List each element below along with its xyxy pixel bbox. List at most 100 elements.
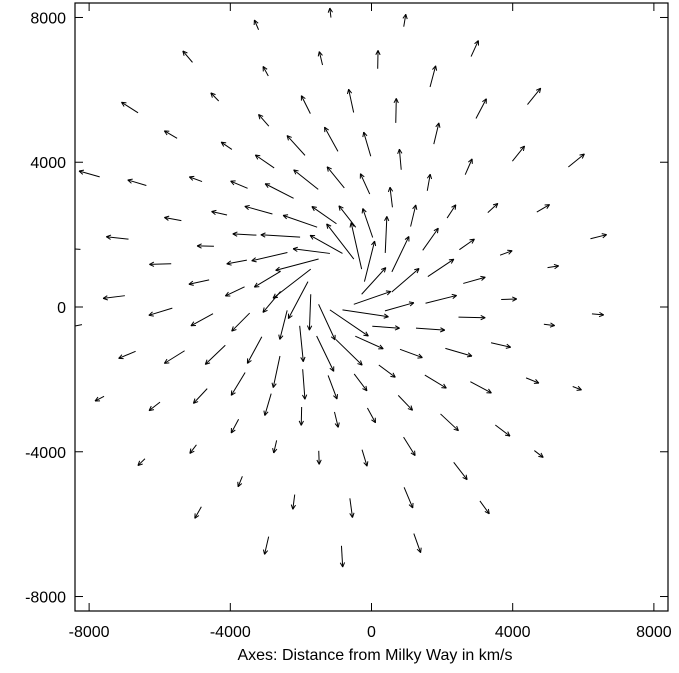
vector-arrow: [391, 268, 420, 293]
x-axis-title: Axes: Distance from Milky Way in km/s: [237, 647, 512, 664]
vector-arrow: [397, 148, 403, 170]
vector-arrow: [232, 231, 257, 237]
vector-arrow: [237, 476, 243, 488]
vector-arrow: [353, 290, 392, 305]
vector-arrow: [282, 214, 318, 228]
vector-arrow: [527, 87, 542, 105]
vector-arrow: [262, 291, 281, 313]
vector-arrow: [335, 339, 363, 366]
vector-arrow: [501, 296, 518, 302]
vector-arrow: [499, 249, 513, 256]
vector-arrow: [349, 222, 363, 270]
vector-arrow: [148, 401, 161, 412]
x-tick-label: 0: [367, 624, 376, 641]
vector-arrow: [338, 205, 357, 228]
vector-arrow: [262, 536, 270, 555]
vector-arrow: [324, 126, 339, 152]
vector-arrow: [445, 347, 473, 358]
vector-arrow: [391, 236, 410, 273]
vector-arrow: [246, 336, 263, 364]
vector-arrow: [292, 246, 330, 254]
vector-arrow: [231, 312, 251, 332]
vector-arrow: [290, 494, 296, 510]
vector-arrow: [264, 183, 294, 199]
vector-arrow: [512, 145, 526, 162]
vector-arrow: [463, 275, 486, 284]
y-tick-label: -4000: [25, 445, 66, 462]
vector-arrow: [293, 169, 319, 190]
vector-arrow: [226, 259, 247, 266]
vector-arrow: [164, 215, 182, 222]
vector-arrow: [230, 180, 248, 189]
vector-arrow: [211, 209, 228, 216]
vector-arrow: [534, 450, 544, 458]
x-axis-ticks: -8000 -4000 0 4000 8000: [69, 3, 672, 641]
vector-arrow: [275, 258, 319, 272]
vector-arrow: [495, 424, 511, 437]
vector-arrow: [590, 233, 607, 240]
vector-arrow: [188, 175, 203, 183]
vector-arrow: [196, 243, 214, 249]
vector-arrow: [75, 324, 83, 327]
vector-arrow: [339, 545, 346, 568]
vector-arrow: [327, 375, 338, 400]
vector-arrow: [253, 19, 260, 30]
vector-arrow: [342, 309, 389, 319]
vector-arrow: [355, 335, 384, 350]
vector-arrow: [536, 204, 551, 213]
vector-arrow: [572, 385, 582, 391]
vector-arrow: [230, 418, 240, 434]
vector-arrow: [453, 462, 468, 481]
x-tick-label: 4000: [495, 624, 531, 641]
vector-arrow: [309, 234, 343, 254]
vector-arrow: [568, 153, 585, 168]
vector-arrow: [127, 178, 147, 186]
vector-arrow: [300, 95, 311, 114]
vector-arrow: [326, 166, 345, 189]
vector-arrow: [403, 436, 416, 457]
vector-arrow: [94, 395, 105, 402]
vector-arrow: [591, 311, 604, 318]
vector-arrow: [278, 310, 288, 340]
vector-arrow: [299, 325, 306, 362]
vector-arrow: [425, 293, 457, 304]
vector-arrow: [426, 173, 433, 191]
vector-arrow: [260, 232, 301, 238]
vector-arrow: [272, 440, 278, 454]
vector-arrow: [230, 372, 246, 396]
vector-arrow: [317, 51, 324, 66]
vector-arrow: [361, 449, 369, 467]
vector-arrow: [440, 413, 459, 432]
vector-arrow: [427, 258, 455, 277]
vector-arrow: [311, 206, 337, 225]
vector-arrow: [254, 154, 275, 169]
vector-arrow: [192, 388, 208, 404]
vector-arrow: [327, 7, 333, 18]
vector-arrow: [224, 286, 245, 297]
vector-arrow: [429, 65, 438, 88]
vector-arrow: [403, 487, 414, 509]
vector-arrow: [361, 267, 387, 295]
vector-arrow: [349, 498, 355, 518]
vector-arrow: [479, 500, 490, 515]
vector-arrow: [446, 204, 457, 219]
vector-arrow: [306, 294, 313, 331]
vector-arrow: [384, 301, 415, 312]
vector-arrow: [149, 261, 172, 267]
vector-arrow: [298, 407, 304, 426]
vector-arrow: [402, 13, 408, 27]
vector-arrow: [220, 141, 233, 150]
vector-arrow: [194, 506, 202, 519]
vector-arrow: [346, 88, 355, 113]
y-tick-label: -8000: [25, 590, 66, 607]
vector-arrow: [415, 327, 446, 333]
y-tick-label: 4000: [30, 155, 66, 172]
plot-frame: [74, 2, 669, 612]
vector-arrow: [363, 240, 377, 282]
vector-arrow: [424, 374, 447, 389]
vector-arrow: [387, 186, 394, 208]
vector-arrow: [384, 216, 390, 253]
vector-arrow: [251, 252, 288, 263]
vector-arrow: [433, 122, 441, 145]
vector-arrow: [316, 335, 335, 372]
